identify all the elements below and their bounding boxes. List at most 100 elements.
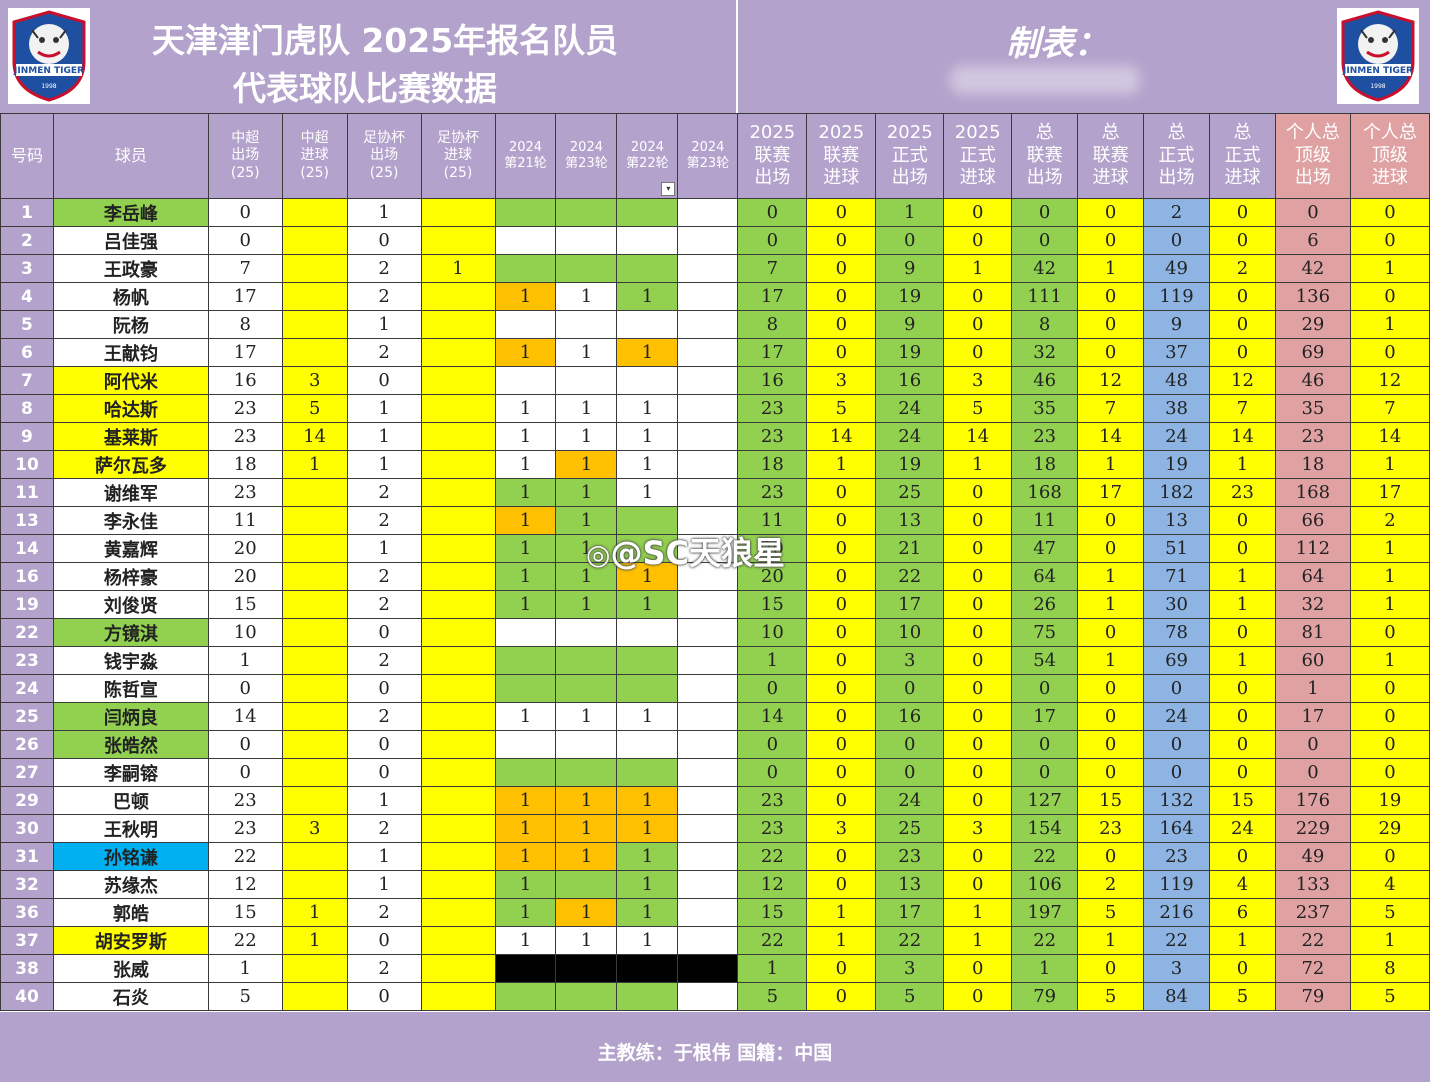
stat-cell[interactable]: 23: [737, 394, 808, 423]
stat-cell[interactable]: 3: [875, 646, 945, 675]
stat-cell[interactable]: [420, 982, 496, 1011]
stat-cell[interactable]: 0: [346, 730, 422, 759]
stat-cell[interactable]: 0: [1209, 338, 1276, 367]
stat-cell[interactable]: [281, 786, 348, 815]
stat-cell[interactable]: [677, 618, 739, 647]
stat-cell[interactable]: 0: [346, 758, 422, 787]
stat-cell[interactable]: 0: [806, 226, 877, 255]
stat-cell[interactable]: 69: [1274, 338, 1351, 367]
stat-cell[interactable]: 23: [207, 394, 283, 423]
stat-cell[interactable]: 47: [1011, 534, 1079, 563]
stat-cell[interactable]: 1: [1349, 562, 1430, 591]
stat-cell[interactable]: 14: [207, 702, 283, 731]
stat-cell[interactable]: 1: [494, 478, 557, 507]
stat-cell[interactable]: 119: [1143, 870, 1210, 899]
stat-cell[interactable]: 17: [737, 282, 808, 311]
stat-cell[interactable]: 0: [806, 982, 877, 1011]
stat-cell[interactable]: 22: [1143, 926, 1210, 955]
stat-cell[interactable]: 25: [875, 478, 945, 507]
stat-cell[interactable]: 1: [555, 450, 618, 479]
stat-cell[interactable]: 0: [1209, 702, 1276, 731]
stat-cell[interactable]: 0: [1011, 758, 1079, 787]
stat-cell[interactable]: 24: [1209, 814, 1276, 843]
stat-cell[interactable]: [494, 758, 557, 787]
stat-cell[interactable]: 1: [1077, 562, 1145, 591]
stat-cell[interactable]: 4: [1209, 870, 1276, 899]
stat-cell[interactable]: 1: [494, 422, 557, 451]
stat-cell[interactable]: 0: [1349, 730, 1430, 759]
stat-cell[interactable]: 0: [1209, 198, 1276, 227]
stat-cell[interactable]: [420, 226, 496, 255]
stat-cell[interactable]: 17: [875, 898, 945, 927]
stat-cell[interactable]: 0: [1209, 282, 1276, 311]
stat-cell[interactable]: 14: [943, 422, 1013, 451]
stat-cell[interactable]: 1: [616, 282, 679, 311]
stat-cell[interactable]: 1: [616, 898, 679, 927]
stat-cell[interactable]: 1: [1209, 562, 1276, 591]
stat-cell[interactable]: 22: [737, 926, 808, 955]
stat-cell[interactable]: 18: [207, 450, 283, 479]
stat-cell[interactable]: 2: [1077, 870, 1145, 899]
stat-cell[interactable]: [555, 646, 618, 675]
stat-cell[interactable]: 2: [1209, 254, 1276, 283]
stat-cell[interactable]: 49: [1274, 842, 1351, 871]
stat-cell[interactable]: 0: [806, 954, 877, 983]
stat-cell[interactable]: 0: [943, 478, 1013, 507]
player-name[interactable]: 郭皓: [52, 898, 209, 927]
stat-cell[interactable]: 1: [555, 506, 618, 535]
stat-cell[interactable]: 229: [1274, 814, 1351, 843]
stat-cell[interactable]: 1: [494, 562, 557, 591]
stat-cell[interactable]: [616, 982, 679, 1011]
stat-cell[interactable]: 0: [806, 786, 877, 815]
stat-cell[interactable]: 1: [875, 198, 945, 227]
stat-cell[interactable]: [420, 338, 496, 367]
stat-cell[interactable]: [677, 590, 739, 619]
stat-cell[interactable]: [677, 506, 739, 535]
stat-cell[interactable]: 7: [1349, 394, 1430, 423]
stat-cell[interactable]: [616, 730, 679, 759]
stat-cell[interactable]: 24: [875, 394, 945, 423]
stat-cell[interactable]: 0: [875, 730, 945, 759]
stat-cell[interactable]: 5: [737, 982, 808, 1011]
stat-cell[interactable]: 2: [346, 562, 422, 591]
stat-cell[interactable]: 54: [1011, 646, 1079, 675]
stat-cell[interactable]: 17: [1011, 702, 1079, 731]
stat-cell[interactable]: 1: [346, 422, 422, 451]
stat-cell[interactable]: [420, 366, 496, 395]
stat-cell[interactable]: 1: [555, 478, 618, 507]
stat-cell[interactable]: 23: [737, 478, 808, 507]
stat-cell[interactable]: 0: [1209, 758, 1276, 787]
stat-cell[interactable]: 1: [281, 926, 348, 955]
player-name[interactable]: 闫炳良: [52, 702, 209, 731]
stat-cell[interactable]: 17: [737, 338, 808, 367]
stat-cell[interactable]: 10: [737, 618, 808, 647]
stat-cell[interactable]: [281, 982, 348, 1011]
stat-cell[interactable]: 0: [943, 226, 1013, 255]
stat-cell[interactable]: 81: [1274, 618, 1351, 647]
stat-cell[interactable]: [677, 870, 739, 899]
stat-cell[interactable]: 23: [1209, 478, 1276, 507]
stat-cell[interactable]: [616, 198, 679, 227]
stat-cell[interactable]: [420, 730, 496, 759]
stat-cell[interactable]: 3: [943, 366, 1013, 395]
stat-cell[interactable]: 1: [346, 870, 422, 899]
stat-cell[interactable]: 23: [875, 842, 945, 871]
stat-cell[interactable]: [281, 254, 348, 283]
stat-cell[interactable]: [677, 786, 739, 815]
stat-cell[interactable]: 0: [207, 758, 283, 787]
stat-cell[interactable]: [555, 226, 618, 255]
stat-cell[interactable]: 0: [875, 674, 945, 703]
stat-cell[interactable]: 1: [281, 450, 348, 479]
stat-cell[interactable]: 1: [555, 422, 618, 451]
stat-cell[interactable]: [420, 282, 496, 311]
stat-cell[interactable]: [494, 674, 557, 703]
stat-cell[interactable]: 15: [737, 898, 808, 927]
stat-cell[interactable]: 7: [207, 254, 283, 283]
stat-cell[interactable]: [677, 926, 739, 955]
filter-dropdown-icon[interactable]: ▾: [661, 182, 676, 196]
stat-cell[interactable]: [281, 842, 348, 871]
player-name[interactable]: 杨梓豪: [52, 562, 209, 591]
stat-cell[interactable]: 0: [1209, 226, 1276, 255]
stat-cell[interactable]: 15: [737, 590, 808, 619]
stat-cell[interactable]: 0: [943, 646, 1013, 675]
